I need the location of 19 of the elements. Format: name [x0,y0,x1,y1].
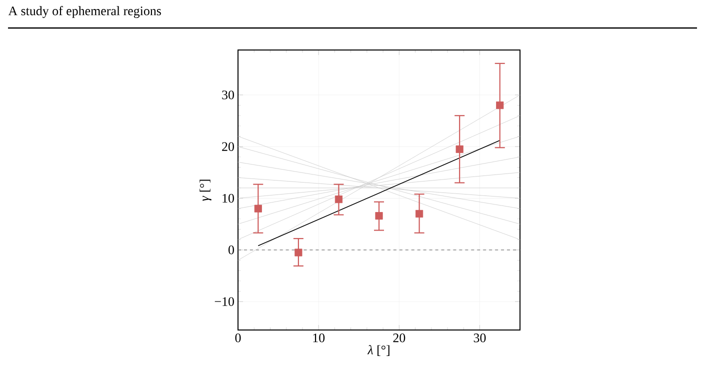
text: A study of ephemeral regions [8,6,161,18]
x-tick-label: 20 [393,334,406,342]
y-tick-label: 20 [222,142,234,151]
point [294,248,302,256]
x-tick-label: 30 [474,334,486,342]
point [254,204,262,212]
point [496,101,504,110]
point [456,145,464,153]
x-tick-label: 10 [313,334,325,342]
x-tick-label: 0 [235,334,241,342]
y-tick-label: 30 [222,90,234,100]
point [416,210,424,218]
y-tick-label: 10 [222,194,234,203]
x-axis-title: λ [°] [367,345,390,356]
point [375,212,383,220]
y-axis-title: γ [°] [200,180,212,201]
point [334,196,343,204]
y-tick-label: −10 [214,297,234,306]
y-tick-label: 0 [228,246,234,254]
